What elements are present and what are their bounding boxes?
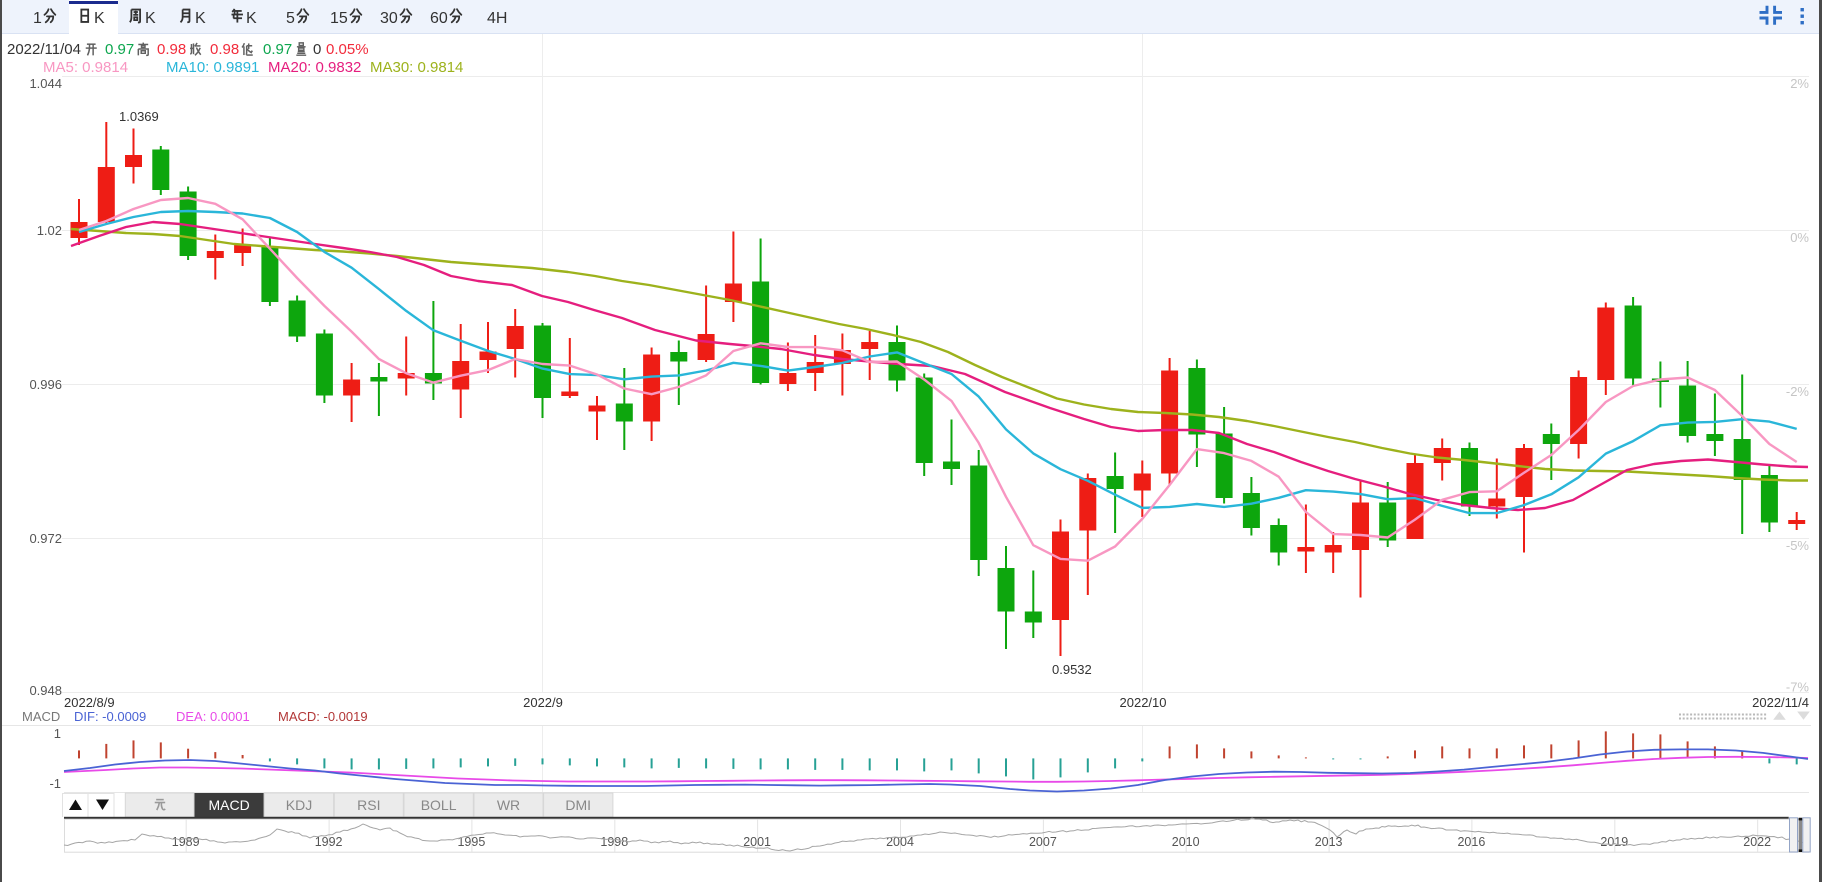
svg-text:MA10: 0.9891: MA10: 0.9891 [166, 59, 259, 76]
svg-text:2022/10: 2022/10 [1120, 695, 1167, 710]
svg-text:BOLL: BOLL [421, 797, 457, 813]
svg-text:2019: 2019 [1600, 835, 1628, 849]
svg-text:0.05%: 0.05% [326, 41, 369, 58]
svg-text:0.972: 0.972 [29, 531, 62, 546]
svg-text:MACD: -0.0019: MACD: -0.0019 [278, 709, 368, 724]
svg-text:DEA: 0.0001: DEA: 0.0001 [176, 709, 250, 724]
svg-text:2022/11/04: 2022/11/04 [7, 41, 81, 58]
svg-text:K: K [94, 10, 105, 27]
svg-text:RSI: RSI [357, 797, 380, 813]
svg-text:30: 30 [380, 10, 398, 27]
svg-text:15: 15 [330, 10, 348, 27]
svg-text:0.97: 0.97 [263, 41, 292, 58]
svg-text:0.948: 0.948 [29, 683, 62, 698]
svg-text:K: K [145, 10, 156, 27]
svg-text:1995: 1995 [457, 835, 485, 849]
svg-text:0: 0 [313, 41, 321, 58]
svg-text:MA30: 0.9814: MA30: 0.9814 [370, 59, 463, 76]
svg-text:1989: 1989 [172, 835, 200, 849]
svg-text:4H: 4H [487, 10, 507, 27]
svg-text:-7%: -7% [1786, 680, 1810, 695]
svg-text:1: 1 [33, 10, 42, 27]
svg-text:0.996: 0.996 [29, 377, 62, 392]
svg-text:2022: 2022 [1743, 835, 1771, 849]
svg-text:2013: 2013 [1315, 835, 1343, 849]
svg-text:-2%: -2% [1786, 384, 1810, 399]
svg-text:MACD: MACD [22, 709, 60, 724]
svg-text:K: K [246, 10, 257, 27]
svg-text:KDJ: KDJ [286, 797, 312, 813]
svg-text:-5%: -5% [1786, 538, 1810, 553]
svg-text:2016: 2016 [1457, 835, 1485, 849]
svg-text:MA20: 0.9832: MA20: 0.9832 [268, 59, 361, 76]
svg-text:WR: WR [497, 797, 520, 813]
svg-text:MA5: 0.9814: MA5: 0.9814 [43, 59, 128, 76]
svg-text:2010: 2010 [1172, 835, 1200, 849]
svg-text:60: 60 [430, 10, 448, 27]
svg-text:DMI: DMI [565, 797, 591, 813]
svg-text:DIF: -0.0009: DIF: -0.0009 [74, 709, 146, 724]
svg-text:MACD: MACD [208, 797, 249, 813]
svg-text:2022/9: 2022/9 [523, 695, 563, 710]
svg-text:1998: 1998 [600, 835, 628, 849]
svg-text:0.9532: 0.9532 [1052, 662, 1092, 677]
svg-text:-1: -1 [49, 776, 61, 791]
svg-text:2022/8/9: 2022/8/9 [64, 695, 115, 710]
svg-text:2004: 2004 [886, 835, 914, 849]
svg-text:2007: 2007 [1029, 835, 1057, 849]
svg-text:1.044: 1.044 [29, 76, 62, 91]
svg-text:1.0369: 1.0369 [119, 109, 159, 124]
svg-text:0.98: 0.98 [210, 41, 239, 58]
svg-text:2022/11/4: 2022/11/4 [1752, 695, 1809, 710]
svg-text:5: 5 [286, 10, 295, 27]
svg-text:2%: 2% [1790, 76, 1809, 91]
svg-text:0%: 0% [1790, 230, 1809, 245]
svg-text:0.98: 0.98 [157, 41, 186, 58]
svg-text:1: 1 [54, 726, 61, 741]
svg-text:1.02: 1.02 [37, 223, 62, 238]
svg-text:0.97: 0.97 [105, 41, 134, 58]
svg-text:K: K [195, 10, 206, 27]
svg-text:1992: 1992 [315, 835, 343, 849]
svg-text:2001: 2001 [743, 835, 771, 849]
